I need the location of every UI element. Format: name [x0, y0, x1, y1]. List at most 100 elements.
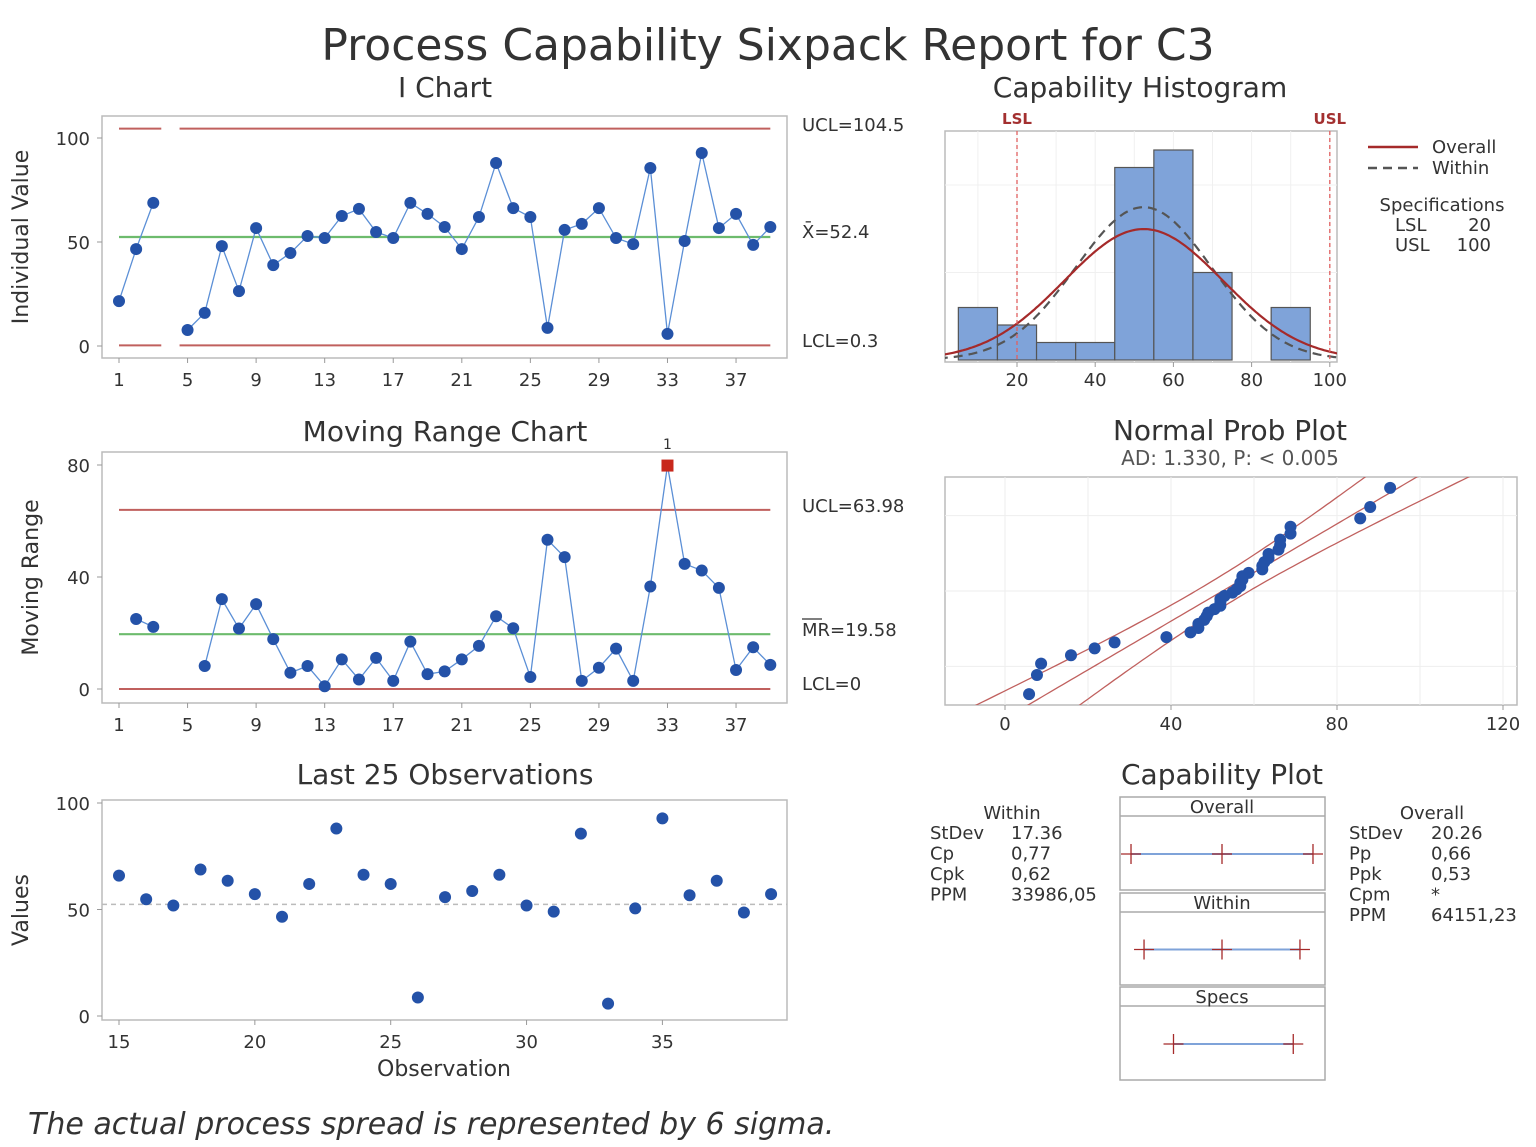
data-point [330, 822, 343, 835]
data-point [574, 827, 587, 840]
data-point [1023, 688, 1036, 701]
data-point [267, 259, 280, 272]
data-point [387, 674, 400, 687]
data-point [1262, 548, 1275, 561]
data-point [1160, 631, 1173, 644]
data-point [284, 247, 297, 260]
x-tick-label: 1 [113, 370, 124, 391]
data-point [678, 234, 691, 247]
data-point [1384, 481, 1397, 494]
data-point [747, 641, 760, 654]
data-point [455, 243, 468, 256]
data-point [656, 812, 669, 825]
x-tick-label: 40 [1160, 714, 1183, 735]
data-point [167, 899, 180, 912]
overall-stat-label: StDev [1349, 823, 1403, 844]
within-stat-value: 33986,05 [1011, 885, 1097, 906]
data-point [629, 902, 642, 915]
data-point [250, 222, 263, 235]
data-point [335, 210, 348, 222]
chart-title: Capability Histogram [993, 71, 1287, 104]
data-point [318, 680, 331, 693]
spec-label: LSL [1395, 215, 1426, 236]
overall-stat-value: * [1431, 885, 1440, 906]
plot-frame [101, 799, 788, 1021]
data-point [113, 295, 125, 308]
y-tick-label: 50 [67, 901, 90, 922]
histogram-bar [1114, 166, 1155, 361]
flagged-point [661, 459, 674, 472]
data-point [303, 877, 316, 890]
within-curve [945, 206, 1337, 359]
data-point [575, 674, 588, 687]
data-point [387, 232, 400, 245]
x-tick-label: 29 [587, 715, 610, 736]
spec-value: 100 [1457, 235, 1491, 256]
data-point [764, 221, 777, 234]
x-tick-label: 80 [1240, 370, 1263, 391]
data-point [1035, 657, 1048, 670]
data-point [1354, 512, 1367, 525]
data-point [730, 663, 743, 676]
data-point [627, 238, 640, 251]
y-tick-label: 80 [67, 456, 90, 477]
y-tick-label: 100 [56, 129, 90, 150]
data-point [130, 243, 143, 256]
x-tick-label: 37 [725, 370, 748, 391]
data-point [455, 653, 468, 666]
data-point [301, 660, 314, 673]
histogram-bar [1270, 306, 1311, 361]
data-point [439, 891, 452, 904]
lcl-label: LCL=0.3 [802, 331, 878, 352]
data-point [1242, 566, 1255, 579]
data-point [335, 653, 348, 666]
x-tick-label: 29 [587, 370, 610, 391]
overall-stats-heading: Overall [1400, 803, 1464, 824]
data-point [198, 660, 211, 673]
data-point [181, 323, 194, 336]
ucl-label: UCL=104.5 [802, 115, 904, 136]
ucl-label: UCL=63.98 [802, 496, 904, 517]
data-point [737, 906, 750, 919]
data-point [1284, 520, 1297, 533]
data-point [466, 884, 479, 897]
data-point [695, 146, 708, 159]
within-stat-label: PPM [930, 885, 967, 906]
data-point [678, 557, 691, 570]
data-point [411, 991, 424, 1004]
x-tick-label: 5 [182, 370, 193, 391]
data-point [602, 997, 615, 1010]
chart-subtitle: AD: 1.330, P: < 0.005 [1121, 446, 1339, 470]
within-stat-value: 0,62 [1011, 864, 1051, 885]
spec-value: 20 [1468, 215, 1491, 236]
data-point [215, 593, 228, 606]
x-tick-label: 35 [651, 1032, 674, 1053]
y-tick-label: 40 [67, 568, 90, 589]
within-stat-label: Cp [930, 844, 954, 865]
data-point [710, 874, 723, 887]
data-point [764, 658, 777, 671]
x-tick-label: 33 [656, 715, 679, 736]
within-stat-value: 0,77 [1011, 844, 1051, 865]
data-point [541, 533, 554, 546]
x-tick-label: 13 [313, 370, 336, 391]
data-point [592, 661, 605, 674]
x-tick-label: 30 [515, 1032, 538, 1053]
overall-stat-value: 20.26 [1431, 823, 1483, 844]
chart-title: Last 25 Observations [297, 758, 594, 791]
data-point [747, 238, 760, 251]
data-point [140, 893, 153, 906]
data-point [438, 221, 451, 234]
data-point [547, 905, 560, 918]
data-point [683, 889, 696, 902]
data-point [421, 668, 434, 681]
data-point [438, 665, 451, 678]
overall-stat-value: 0,53 [1431, 864, 1471, 885]
footnote: The actual process spread is represented… [28, 1107, 834, 1142]
data-point [765, 888, 778, 901]
flag-label: 1 [663, 437, 672, 453]
data-point [575, 217, 588, 230]
x-tick-label: 40 [1084, 370, 1107, 391]
data-point [627, 674, 640, 687]
